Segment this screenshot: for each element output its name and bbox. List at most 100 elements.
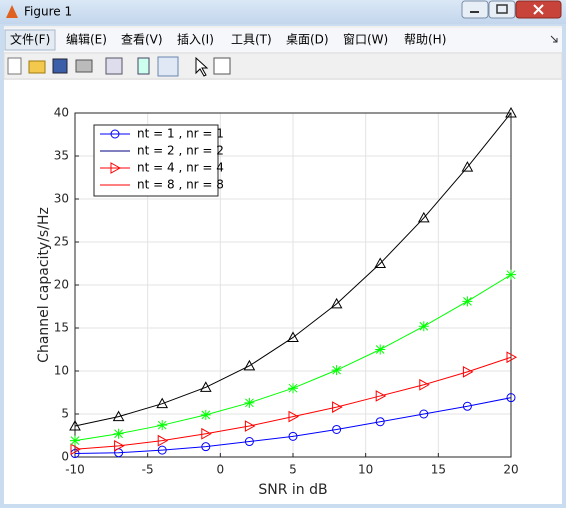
x-tick-label: 10	[358, 463, 373, 477]
marker	[417, 211, 430, 223]
tool-print[interactable]	[75, 59, 93, 73]
menu-item[interactable]: 文件(F)	[10, 32, 50, 47]
marker	[419, 409, 429, 419]
series-line	[74, 356, 512, 450]
x-tick-label: 0	[217, 463, 225, 477]
marker	[157, 445, 167, 455]
tool-save[interactable]	[52, 58, 68, 74]
legend-label: nt = 1 , nr = 1	[137, 127, 224, 141]
tool-plot-browser[interactable]	[213, 57, 231, 75]
marker	[418, 321, 429, 332]
marker	[375, 344, 386, 355]
y-tick-label: 30	[54, 192, 69, 206]
marker	[244, 397, 255, 408]
x-tick-label: 20	[503, 463, 518, 477]
y-tick-label: 5	[61, 407, 69, 421]
close-icon	[533, 4, 544, 15]
marker	[288, 410, 300, 423]
legend-label: nt = 4 , nr = 4	[137, 161, 224, 175]
marker	[70, 435, 80, 446]
maximize-icon	[496, 4, 508, 14]
series-line	[74, 397, 512, 455]
y-axis-label: Channel capacity/s/Hz	[36, 207, 52, 363]
menu-item[interactable]: 帮助(H)	[404, 33, 446, 47]
marker	[288, 431, 298, 441]
x-tick-label: 5	[289, 463, 297, 477]
marker	[201, 442, 211, 452]
app-icon	[6, 5, 18, 18]
y-tick-label: 35	[54, 149, 69, 163]
menu-item[interactable]: 桌面(D)	[286, 33, 329, 47]
marker	[70, 443, 82, 456]
marker	[461, 161, 474, 172]
x-tick-label: 15	[431, 463, 446, 477]
marker	[332, 401, 343, 413]
y-tick-label: 25	[54, 235, 69, 249]
marker	[287, 331, 299, 342]
marker	[462, 401, 472, 411]
x-tick-label: -5	[142, 463, 154, 477]
series-line	[74, 112, 512, 427]
maximize-button[interactable]	[488, 0, 516, 19]
marker	[157, 434, 169, 447]
legend	[93, 124, 219, 197]
marker	[506, 351, 518, 364]
tool-pointer[interactable]	[195, 56, 209, 77]
marker	[506, 393, 516, 403]
x-axis-label: SNR in dB	[258, 482, 327, 498]
menu-item[interactable]: 编辑(E)	[66, 32, 107, 47]
y-tick-label: 15	[54, 321, 69, 335]
menu-bar	[4, 28, 562, 52]
axes-box	[74, 112, 512, 458]
menu-item[interactable]: 插入(I)	[177, 33, 214, 47]
marker	[157, 420, 168, 431]
marker	[462, 296, 473, 307]
tool-edit[interactable]	[105, 57, 123, 75]
toolbar	[3, 52, 563, 80]
marker	[330, 297, 343, 309]
menu-item[interactable]: 窗口(W)	[343, 33, 388, 47]
marker	[331, 365, 342, 376]
minimize-button[interactable]	[461, 0, 489, 19]
menu-highlight	[4, 29, 56, 51]
marker	[201, 427, 212, 440]
menu-arrow	[550, 35, 558, 43]
marker	[332, 424, 342, 434]
marker	[156, 397, 169, 409]
marker	[200, 409, 211, 420]
marker	[375, 390, 387, 402]
marker	[112, 410, 125, 422]
marker	[244, 420, 256, 432]
marker	[69, 420, 81, 431]
legend-label: nt = 2 , nr = 2	[137, 144, 224, 158]
marker	[506, 269, 516, 280]
minimize-icon	[470, 11, 479, 13]
marker	[374, 257, 387, 268]
marker	[110, 129, 120, 139]
marker	[462, 366, 474, 378]
marker	[244, 437, 254, 447]
y-tick-label: 10	[54, 364, 69, 378]
tool-open[interactable]	[28, 60, 46, 74]
tool-new[interactable]	[7, 57, 22, 75]
tool-colorbar[interactable]	[137, 57, 150, 75]
marker	[243, 359, 256, 371]
y-tick-label: 40	[54, 106, 69, 120]
marker	[199, 381, 212, 392]
marker	[110, 162, 122, 174]
marker	[113, 428, 124, 439]
tool-legend[interactable]	[157, 56, 179, 77]
marker	[114, 439, 125, 452]
x-tick-label: -10	[65, 463, 85, 477]
legend-label: nt = 8 , nr = 8	[137, 178, 224, 192]
marker	[505, 106, 517, 118]
y-tick-label: 20	[54, 278, 69, 292]
marker	[419, 378, 430, 391]
menu-item[interactable]: 查看(V)	[121, 33, 163, 47]
y-tick-label: 0	[61, 450, 69, 464]
marker	[375, 417, 385, 427]
window-title: Figure 1	[24, 5, 72, 19]
menu-item[interactable]: 工具(T)	[231, 33, 272, 47]
marker	[288, 383, 298, 394]
